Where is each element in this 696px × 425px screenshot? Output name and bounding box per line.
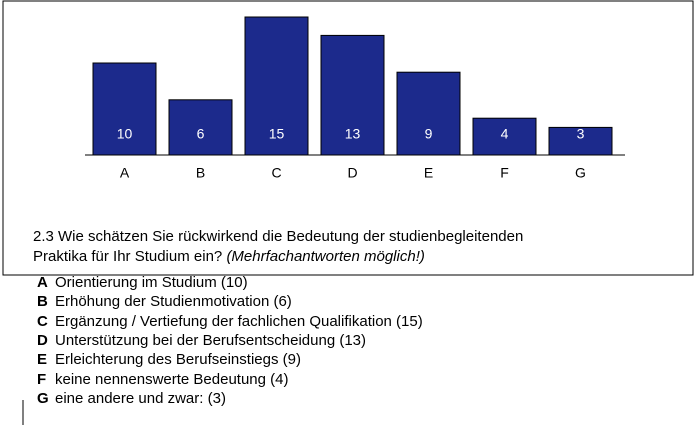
option-letter: E: [37, 351, 48, 369]
bar: [92, 62, 157, 156]
option: E Erleichterung des Berufseinstiegs (9): [37, 351, 301, 368]
option-text: Orientierung im Studium (10): [55, 274, 248, 291]
option-letter: C: [37, 312, 48, 330]
value-label: 10: [117, 126, 133, 142]
bar: [320, 34, 385, 156]
x-tick-label: E: [424, 165, 433, 181]
option-text: keine nennenswerte Bedeutung (4): [55, 370, 289, 388]
option-letter: G: [37, 389, 49, 407]
option-text: Erhöhung der Studienmotivation (6): [55, 293, 292, 311]
bar: [396, 71, 461, 156]
bar: [168, 99, 233, 156]
x-tick-label: B: [196, 165, 205, 181]
value-label: 13: [345, 126, 361, 142]
x-tick-label: F: [500, 165, 509, 181]
question: 2.3 Wie schätzen Sie rückwirkend die Bed…: [33, 228, 524, 245]
option-text: eine andere und zwar: (3): [55, 389, 226, 407]
option-text: Unterstützung bei der Berufsentscheidung…: [55, 331, 367, 349]
option: A Orientierung im Studium (10): [37, 274, 248, 291]
option: C Ergänzung / Vertiefung der fachlichen Q…: [37, 313, 423, 330]
x-tick-label: C: [271, 165, 281, 181]
question-note: (Mehrfachantworten möglich!): [226, 248, 425, 265]
bar: [244, 16, 309, 156]
bar: [548, 126, 613, 156]
bar: [472, 117, 537, 156]
option: B Erhöhung der Studienmotivation (6): [37, 293, 292, 310]
option-text: Ergänzung / Vertiefung der fachlichen Qu…: [55, 312, 423, 330]
value-label: 4: [501, 126, 509, 142]
option-letter: A: [37, 274, 48, 291]
x-tick-label: A: [120, 165, 130, 181]
frame: [2, 0, 694, 276]
value-label: 15: [269, 126, 285, 142]
value-label: 6: [197, 126, 205, 142]
value-label: 9: [425, 126, 433, 142]
option-letter: F: [37, 370, 47, 388]
question-text: Praktika für Ihr Studium ein?: [33, 248, 223, 265]
x-tick-label: G: [575, 165, 586, 181]
option: D Unterstützung bei der Berufsentscheidun…: [37, 332, 366, 349]
option-text: Erleichterung des Berufseinstiegs (9): [55, 351, 301, 369]
option-letter: D: [37, 331, 48, 349]
option-letter: B: [37, 293, 48, 311]
x-tick-label: D: [347, 165, 357, 181]
question-line: Praktika für Ihr Studium ein? (Mehrfacha…: [33, 248, 425, 265]
value-label: 3: [577, 126, 585, 142]
